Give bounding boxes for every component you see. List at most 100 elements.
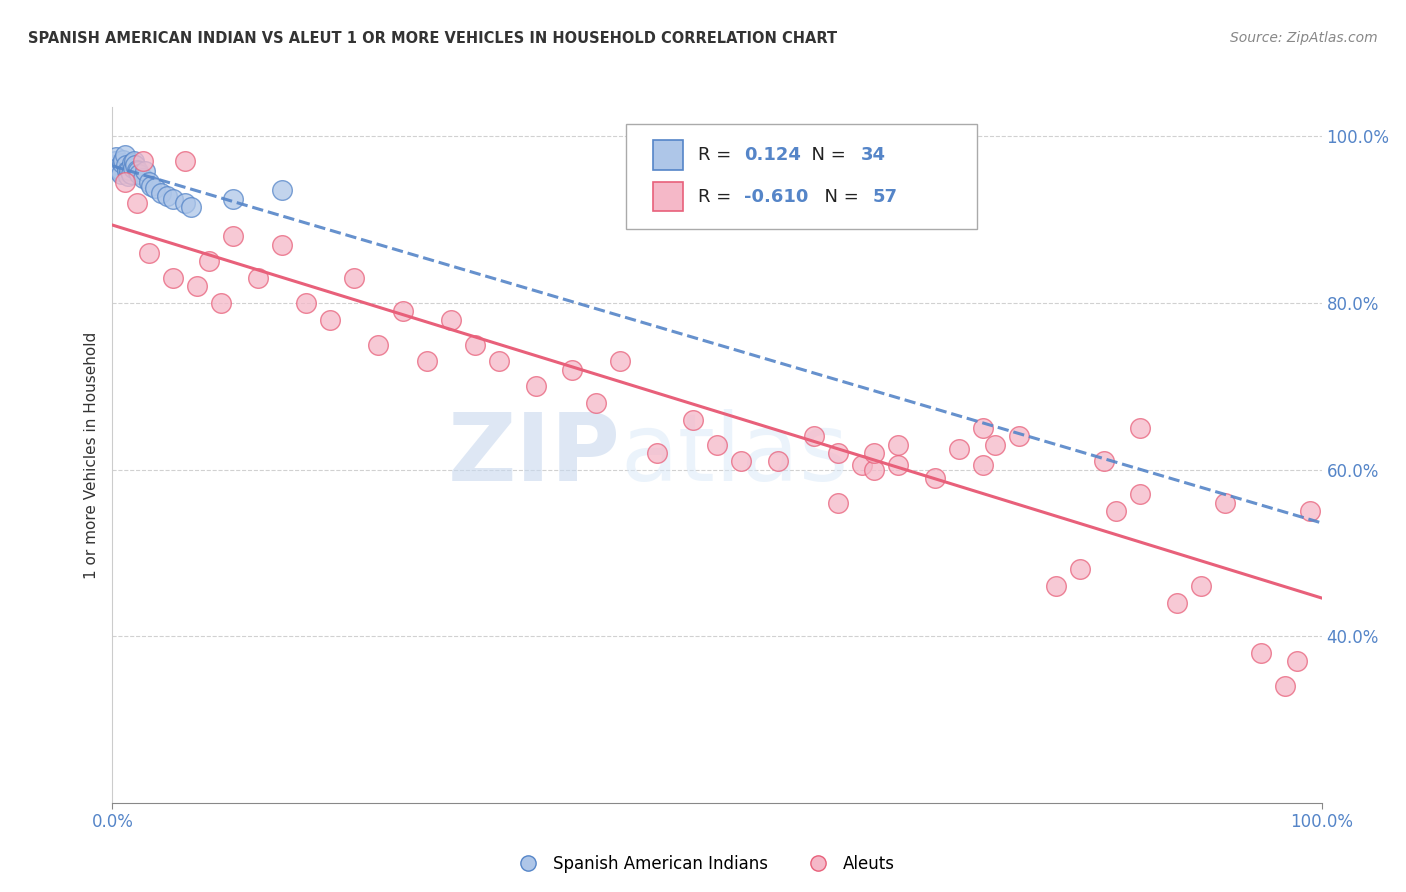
Point [343, 270, 366, 285]
Point [1008, 429, 1031, 443]
Point [609, 354, 631, 368]
Point [1274, 679, 1296, 693]
Point [162, 192, 184, 206]
Point [924, 471, 946, 485]
Point [156, 189, 179, 203]
Point [561, 362, 583, 376]
Point [107, 164, 129, 178]
Point [948, 442, 970, 456]
Point [863, 446, 886, 460]
Point [827, 446, 849, 460]
Point [246, 270, 269, 285]
Point [972, 458, 994, 473]
Point [1105, 504, 1128, 518]
Text: atlas: atlas [620, 409, 849, 501]
Point [104, 154, 127, 169]
Point [149, 186, 172, 200]
Text: SPANISH AMERICAN INDIAN VS ALEUT 1 OR MORE VEHICLES IN HOUSEHOLD CORRELATION CHA: SPANISH AMERICAN INDIAN VS ALEUT 1 OR MO… [28, 31, 837, 46]
Point [114, 175, 136, 189]
Y-axis label: 1 or more Vehicles in Household: 1 or more Vehicles in Household [83, 331, 98, 579]
Point [1129, 421, 1152, 435]
Point [319, 312, 342, 326]
Point [198, 254, 221, 268]
Point [132, 154, 155, 169]
Point [124, 158, 146, 172]
Point [863, 462, 886, 476]
Point [730, 454, 752, 468]
Point [105, 150, 128, 164]
Point [1045, 579, 1067, 593]
Point [270, 237, 292, 252]
Point [121, 156, 143, 170]
Point [1069, 562, 1091, 576]
Text: 0.124: 0.124 [744, 146, 800, 164]
Point [118, 162, 141, 177]
Point [766, 454, 789, 468]
Point [128, 167, 150, 181]
Point [209, 296, 232, 310]
Point [117, 169, 139, 184]
Point [887, 458, 910, 473]
Point [887, 437, 910, 451]
Text: -0.610: -0.610 [744, 188, 808, 206]
Point [180, 200, 202, 214]
Point [464, 337, 486, 351]
Point [143, 181, 166, 195]
Point [103, 158, 125, 172]
Point [110, 167, 132, 181]
Bar [652, 140, 683, 169]
Point [391, 304, 413, 318]
Point [174, 154, 197, 169]
Point [222, 229, 245, 244]
Point [162, 270, 184, 285]
Point [1129, 487, 1152, 501]
Point [1092, 454, 1115, 468]
Point [524, 379, 547, 393]
Point [111, 156, 134, 170]
Point [803, 429, 825, 443]
Point [186, 279, 208, 293]
Text: 34: 34 [860, 146, 886, 164]
Point [440, 312, 463, 326]
Bar [652, 182, 683, 211]
FancyBboxPatch shape [626, 124, 977, 229]
Point [827, 496, 849, 510]
Point [134, 164, 156, 178]
Point [222, 192, 245, 206]
Point [1250, 646, 1272, 660]
Point [1166, 596, 1188, 610]
Point [1213, 496, 1236, 510]
Text: R =: R = [697, 188, 737, 206]
Point [138, 245, 160, 260]
Point [122, 154, 145, 169]
Legend: Spanish American Indians, Aleuts: Spanish American Indians, Aleuts [505, 848, 901, 880]
Text: 57: 57 [873, 188, 898, 206]
Point [416, 354, 439, 368]
Point [174, 195, 197, 210]
Point [1189, 579, 1212, 593]
Point [706, 437, 728, 451]
Point [122, 161, 145, 175]
Point [105, 161, 128, 175]
Point [851, 458, 873, 473]
Point [138, 175, 160, 189]
Point [270, 183, 292, 197]
Point [972, 421, 994, 435]
Point [108, 162, 131, 177]
Point [488, 354, 510, 368]
Point [112, 153, 135, 167]
Text: R =: R = [697, 146, 737, 164]
Point [120, 167, 142, 181]
Text: ZIP: ZIP [447, 409, 620, 501]
Point [367, 337, 389, 351]
Point [127, 164, 149, 178]
Point [115, 164, 138, 178]
Text: N =: N = [800, 146, 852, 164]
Text: Source: ZipAtlas.com: Source: ZipAtlas.com [1230, 31, 1378, 45]
Point [114, 158, 136, 172]
Point [125, 195, 148, 210]
Point [141, 179, 163, 194]
Point [1286, 654, 1309, 668]
Point [125, 162, 148, 177]
Point [1298, 504, 1320, 518]
